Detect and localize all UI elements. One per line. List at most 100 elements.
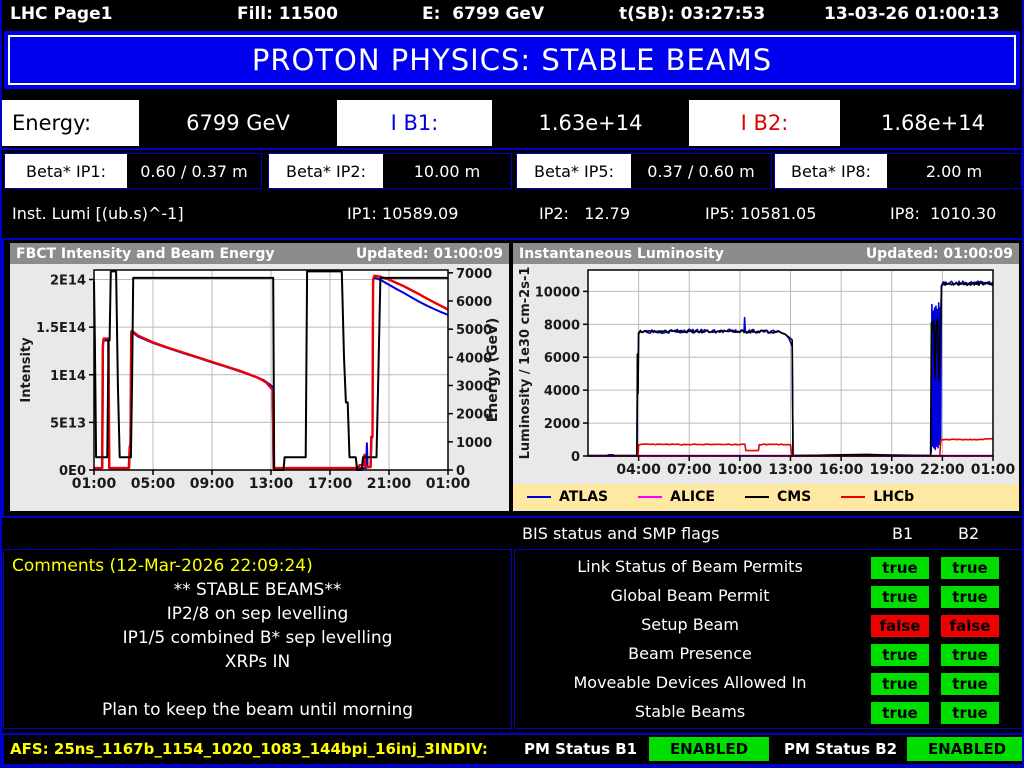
fbct-chart-updated: Updated: 01:00:09 — [355, 245, 503, 262]
bis-status-box: Link Status of Beam Permits true true Globa… — [514, 549, 1022, 729]
bis-flag-b1: true — [871, 702, 929, 724]
beam-info-row: Energy: 6799 GeV I B1: 1.63e+14 I B2: 1.68e+1… — [2, 100, 1022, 146]
footer-bar: AFS: 25ns_1167b_1154_1020_1083_144bpi_16… — [2, 733, 1022, 766]
beta-star-box: Beta* IP1: 0.60 / 0.37 m — [4, 153, 262, 189]
beam-energy: E: 6799 GeV — [422, 4, 545, 24]
bis-flag-b1: true — [871, 586, 929, 608]
bis-row: Setup Beam false false — [515, 612, 1022, 641]
comment-line — [12, 674, 503, 698]
svg-text:10000: 10000 — [535, 285, 580, 300]
beta-star-value: 10.00 m — [383, 154, 511, 188]
bis-header: BIS status and SMP flags — [522, 524, 720, 543]
bis-row-label: Stable Beams — [634, 702, 746, 721]
bis-row-label: Global Beam Permit — [610, 586, 770, 605]
beta-star-label: Beta* IP5: — [517, 154, 631, 188]
svg-text:21:00: 21:00 — [367, 476, 412, 492]
svg-text:05:00: 05:00 — [131, 476, 176, 492]
beta-star-value: 0.37 / 0.60 m — [631, 154, 771, 188]
beam-info-label: I B1: — [337, 100, 492, 146]
comments-title: Comments (12-Mar-2026 22:09:24) — [12, 556, 313, 576]
bis-flag-b1: false — [871, 615, 929, 637]
bis-row: Global Beam Permit true true — [515, 583, 1022, 612]
beam-info-label: I B2: — [689, 100, 840, 146]
svg-text:01:00: 01:00 — [426, 476, 471, 492]
legend-dash — [527, 496, 551, 498]
bis-row-label: Beam Presence — [628, 644, 752, 663]
divider — [2, 148, 1022, 150]
legend-dash — [744, 496, 769, 498]
mode-banner: PROTON PHYSICS: STABLE BEAMS — [4, 31, 1020, 89]
bis-flag-b2: false — [941, 615, 999, 637]
legend-item-lhcb: LHCb — [841, 489, 914, 505]
svg-text:6000: 6000 — [456, 295, 492, 310]
svg-text:8000: 8000 — [544, 318, 580, 333]
beam-info-value: 1.68e+14 — [840, 100, 1022, 146]
inst-lumi-value: IP5: 10581.05 — [705, 204, 817, 223]
svg-text:19:00: 19:00 — [869, 462, 914, 478]
chart-panel-fbct: FBCT Intensity and Beam Energy Updated: … — [10, 243, 509, 511]
svg-text:5E13: 5E13 — [50, 416, 86, 431]
pm-status-b2-label: PM Status B2 — [784, 740, 898, 758]
comments-body: ** STABLE BEAMS** IP2/8 on sep levelling I… — [12, 578, 503, 722]
beam-info-value: 6799 GeV — [139, 100, 337, 146]
svg-text:16:00: 16:00 — [819, 462, 864, 478]
svg-text:0: 0 — [456, 464, 465, 479]
svg-text:01:00: 01:00 — [72, 476, 117, 492]
bis-col-b1: B1 — [892, 524, 914, 543]
datetime: 13-03-26 01:00:13 — [824, 4, 1000, 24]
bis-row: Beam Presence true true — [515, 641, 1022, 670]
svg-text:2000: 2000 — [456, 408, 492, 423]
legend-item-cms: CMS — [744, 489, 812, 505]
pm-status-b2-value: ENABLED — [907, 737, 1022, 761]
svg-text:0: 0 — [571, 450, 580, 465]
svg-text:13:00: 13:00 — [249, 476, 294, 492]
bis-col-b2: B2 — [958, 524, 980, 543]
bis-flag-b2: true — [941, 673, 999, 695]
comment-line: ** STABLE BEAMS** — [173, 580, 342, 600]
bis-flag-b2: true — [941, 557, 999, 579]
charts-section: FBCT Intensity and Beam Energy Updated: … — [2, 238, 1022, 518]
svg-text:04:00: 04:00 — [616, 462, 661, 478]
svg-text:4000: 4000 — [544, 384, 580, 399]
inst-lumi-value: IP8: 1010.30 — [890, 204, 997, 223]
svg-text:6000: 6000 — [544, 351, 580, 366]
inst-lumi-value: IP1: 10589.09 — [347, 204, 459, 223]
beta-star-label: Beta* IP1: — [5, 154, 127, 188]
bis-flag-b2: true — [941, 586, 999, 608]
lumi-legend: ATLAS ALICE CMS LHCb — [513, 484, 1019, 510]
svg-text:4000: 4000 — [456, 351, 492, 366]
bis-flag-b2: true — [941, 702, 999, 724]
legend-item-atlas: ATLAS — [527, 489, 608, 505]
lumi-chart: 04:00 07:00 10:00 13:00 16:00 19:00 22:00 01:00… — [518, 267, 1016, 478]
svg-text:Luminosity / 1e30 cm-2s-1: Luminosity / 1e30 cm-2s-1 — [518, 267, 533, 460]
svg-text:Intensity: Intensity — [19, 337, 34, 403]
svg-text:3000: 3000 — [456, 379, 492, 394]
legend-dash — [638, 496, 663, 498]
beta-star-label: Beta* IP2: — [269, 154, 383, 188]
beta-star-value: 2.00 m — [887, 154, 1021, 188]
comments-box: Comments (12-Mar-2026 22:09:24) ** STABL… — [3, 549, 512, 729]
svg-text:7000: 7000 — [456, 267, 492, 282]
fbct-chart-title: FBCT Intensity and Beam Energy — [16, 245, 275, 262]
lumi-chart-header: Instantaneous Luminosity Updated: 01:00:… — [513, 243, 1019, 264]
comment-line: Plan to keep the beam until morning — [101, 700, 414, 720]
bis-row: Stable Beams true true — [515, 699, 1022, 728]
inst-lumi-row: Inst. Lumi [(ub.s)^-1] IP1: 10589.09 IP2:… — [2, 192, 1022, 236]
svg-text:2000: 2000 — [544, 417, 580, 432]
svg-text:2E14: 2E14 — [50, 274, 86, 289]
legend-dash — [841, 496, 866, 498]
svg-text:5000: 5000 — [456, 323, 492, 338]
app-title: LHC Page1 — [10, 4, 113, 24]
beta-star-label: Beta* IP8: — [775, 154, 887, 188]
bis-flag-b2: true — [941, 644, 999, 666]
svg-text:17:00: 17:00 — [308, 476, 353, 492]
comment-line: XRPs IN — [224, 652, 291, 672]
fill-number: Fill: 11500 — [237, 4, 338, 24]
pm-status-b2-text: ENABLED — [927, 740, 1007, 758]
legend-label: CMS — [776, 489, 812, 505]
bis-row-label: Setup Beam — [641, 615, 739, 634]
lumi-chart-updated: Updated: 01:00:09 — [865, 245, 1013, 262]
bis-row-label: Link Status of Beam Permits — [577, 557, 803, 576]
legend-item-alice: ALICE — [638, 489, 715, 505]
